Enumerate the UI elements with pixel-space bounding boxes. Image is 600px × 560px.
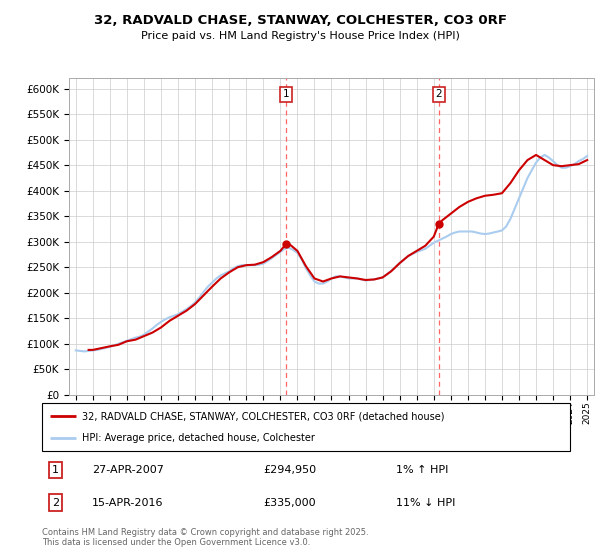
Text: £294,950: £294,950 [264, 465, 317, 475]
Text: 32, RADVALD CHASE, STANWAY, COLCHESTER, CO3 0RF: 32, RADVALD CHASE, STANWAY, COLCHESTER, … [94, 14, 506, 27]
Text: 11% ↓ HPI: 11% ↓ HPI [396, 498, 455, 507]
Text: 2: 2 [52, 498, 59, 507]
Text: 1: 1 [283, 90, 289, 100]
Text: Price paid vs. HM Land Registry's House Price Index (HPI): Price paid vs. HM Land Registry's House … [140, 31, 460, 41]
Text: 1% ↑ HPI: 1% ↑ HPI [396, 465, 448, 475]
Text: 27-APR-2007: 27-APR-2007 [92, 465, 164, 475]
Text: 15-APR-2016: 15-APR-2016 [92, 498, 164, 507]
Text: 1: 1 [52, 465, 59, 475]
Text: Contains HM Land Registry data © Crown copyright and database right 2025.
This d: Contains HM Land Registry data © Crown c… [42, 528, 368, 547]
Text: £335,000: £335,000 [264, 498, 316, 507]
Text: 32, RADVALD CHASE, STANWAY, COLCHESTER, CO3 0RF (detached house): 32, RADVALD CHASE, STANWAY, COLCHESTER, … [82, 411, 444, 421]
Text: 2: 2 [436, 90, 442, 100]
Text: HPI: Average price, detached house, Colchester: HPI: Average price, detached house, Colc… [82, 433, 314, 443]
